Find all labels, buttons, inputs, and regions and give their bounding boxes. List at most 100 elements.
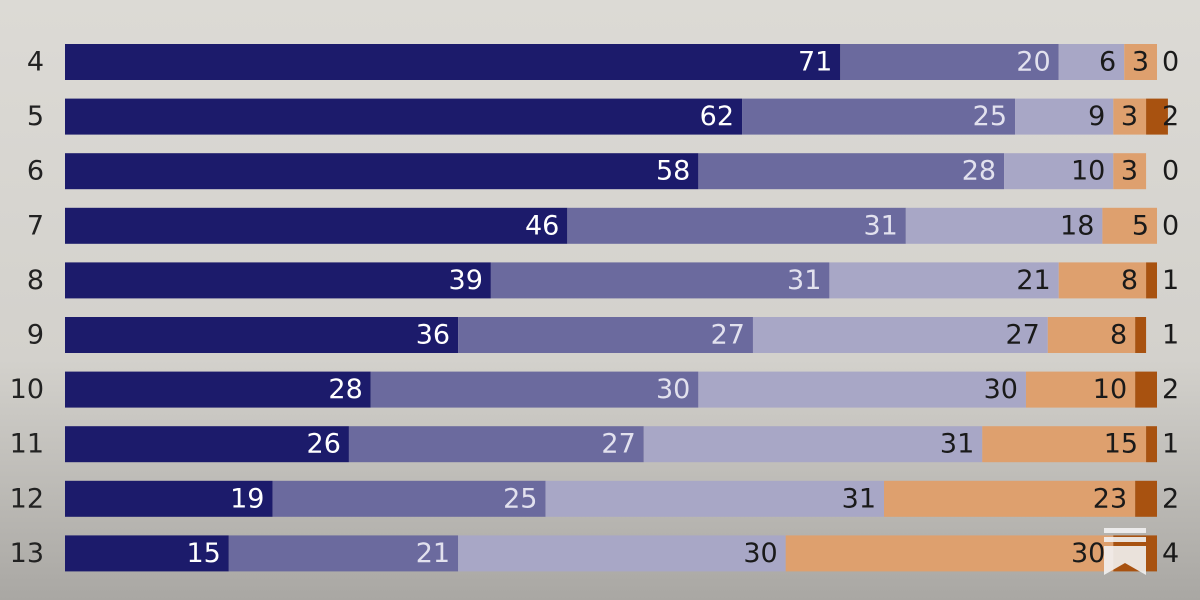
value-label: 19	[230, 483, 264, 514]
value-label: 2	[1162, 101, 1179, 132]
bar-segment	[840, 44, 1059, 80]
value-label: 3	[1132, 47, 1149, 78]
bookmark-icon[interactable]	[1104, 528, 1146, 575]
value-label: 28	[328, 374, 362, 405]
value-label: 15	[186, 538, 220, 569]
bar-segment	[752, 317, 1048, 353]
bar-segment	[884, 480, 1136, 517]
value-label: 58	[656, 156, 690, 187]
bar-segment	[65, 426, 349, 463]
value-label: 28	[962, 156, 996, 187]
bar-segment	[1015, 98, 1114, 135]
bar-segment	[1047, 317, 1136, 353]
bar-segment	[65, 44, 841, 80]
value-label: 71	[798, 47, 832, 78]
value-label: 18	[1060, 210, 1094, 241]
value-label: 10	[1093, 374, 1127, 405]
value-label: 8	[1110, 320, 1127, 351]
bar-segment	[1146, 426, 1157, 463]
value-label: 0	[1162, 210, 1179, 241]
bar-segment	[65, 317, 459, 353]
value-label: 27	[711, 320, 745, 351]
bar-segment	[272, 480, 546, 517]
bar-segment	[1025, 371, 1136, 408]
value-label: 21	[1016, 265, 1050, 296]
value-label: 9	[1088, 101, 1105, 132]
y-tick-label: 9	[27, 320, 44, 351]
value-label: 5	[1132, 210, 1149, 241]
bar-segment	[1135, 480, 1157, 517]
bar-segment	[698, 153, 1005, 190]
y-tick-label: 5	[27, 101, 44, 132]
value-label: 31	[787, 265, 821, 296]
value-label: 31	[863, 210, 897, 241]
bar-segment	[1124, 44, 1157, 80]
value-label: 30	[984, 374, 1018, 405]
y-tick-label: 11	[10, 429, 44, 460]
value-label: 30	[743, 538, 777, 569]
value-label: 46	[525, 210, 559, 241]
value-label: 3	[1121, 156, 1138, 187]
value-label: 23	[1093, 483, 1127, 514]
bar-segment	[982, 426, 1147, 463]
bar-segment	[1058, 262, 1147, 299]
y-tick-label: 6	[27, 156, 44, 187]
bar-segment	[1113, 98, 1147, 135]
bar-segment	[1146, 98, 1168, 135]
value-label: 8	[1121, 265, 1138, 296]
bar-segment	[785, 535, 1114, 572]
value-label: 25	[973, 101, 1007, 132]
y-tick-label: 10	[10, 374, 44, 405]
value-label: 0	[1162, 47, 1179, 78]
bar-segment	[65, 535, 229, 572]
value-label: 27	[1005, 320, 1039, 351]
bar-segment	[1135, 371, 1157, 408]
value-label: 30	[1071, 538, 1105, 569]
y-tick-label: 7	[27, 210, 44, 241]
bar-segment	[65, 262, 491, 299]
bar-segment	[348, 426, 644, 463]
value-label: 10	[1071, 156, 1105, 187]
bar-segment	[370, 371, 699, 408]
value-label: 4	[1162, 538, 1179, 569]
bar-segment	[65, 480, 273, 517]
value-label: 2	[1162, 374, 1179, 405]
bar-segment	[1146, 262, 1157, 299]
bar-segment	[65, 371, 371, 408]
y-tick-label: 12	[10, 483, 44, 514]
value-label: 31	[940, 429, 974, 460]
value-label: 6	[1099, 47, 1116, 78]
bar-segment	[742, 98, 1016, 135]
bar-segment	[1058, 44, 1125, 80]
value-label: 30	[656, 374, 690, 405]
value-label: 26	[307, 429, 341, 460]
bar-segment	[643, 426, 983, 463]
bar-segment	[458, 317, 753, 353]
bar-segment	[458, 535, 786, 572]
bar-segment	[228, 535, 459, 572]
value-label: 20	[1016, 47, 1050, 78]
bar-segment	[490, 262, 830, 299]
value-label: 15	[1104, 429, 1138, 460]
value-label: 62	[700, 101, 734, 132]
value-label: 2	[1162, 483, 1179, 514]
value-label: 31	[842, 483, 876, 514]
value-label: 1	[1162, 320, 1179, 351]
bar-segment	[1135, 317, 1147, 353]
bar-segment	[1004, 153, 1114, 190]
y-tick-label: 13	[10, 538, 44, 569]
bar-segment	[1113, 153, 1147, 190]
value-label: 21	[416, 538, 450, 569]
plot: 4 71 20 6 3 05 62 25 9 3 26 58 28 10 3 07 46 31 18 5 08 39 31 2…	[10, 44, 1179, 572]
bar-segment	[1102, 207, 1157, 244]
value-label: 39	[449, 265, 483, 296]
bar-segment	[698, 371, 1026, 408]
bar-segment	[65, 98, 743, 135]
value-label: 36	[416, 320, 450, 351]
value-label: 1	[1162, 265, 1179, 296]
bar-segment	[65, 153, 699, 190]
bar-segment	[567, 207, 906, 244]
value-label: 25	[503, 483, 537, 514]
bar-segment	[545, 480, 884, 517]
